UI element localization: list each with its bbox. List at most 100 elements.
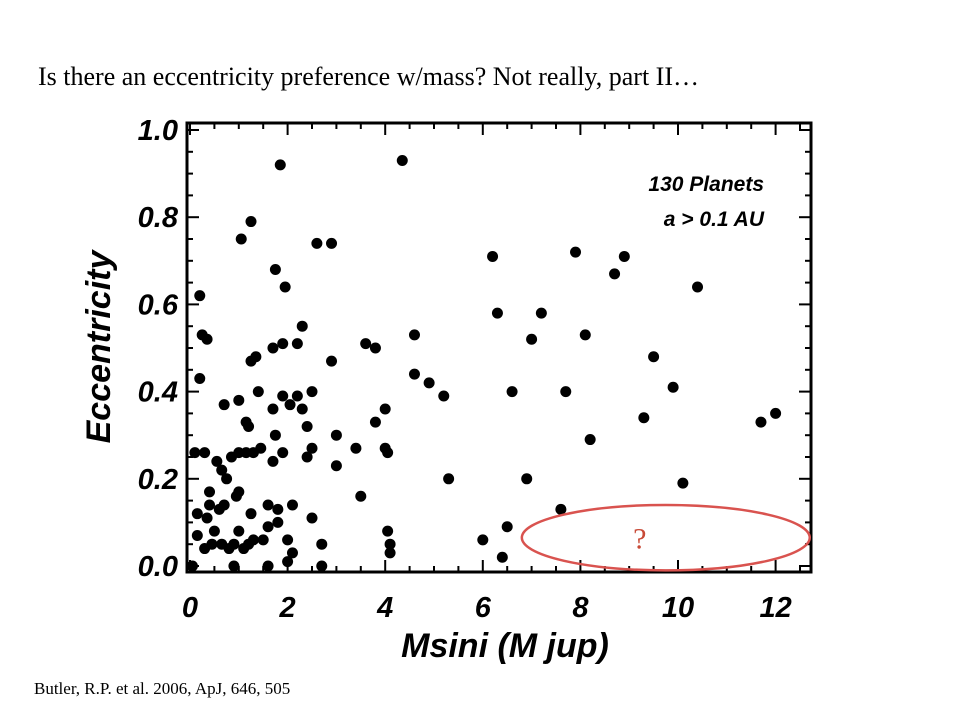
data-point bbox=[267, 342, 279, 354]
y-axis-title: Eccentricity bbox=[80, 249, 118, 444]
data-point bbox=[667, 381, 679, 393]
y-tick-label: 0.2 bbox=[138, 464, 178, 496]
data-point bbox=[296, 403, 308, 415]
data-point bbox=[296, 320, 308, 332]
data-point bbox=[201, 512, 213, 524]
data-point bbox=[269, 429, 281, 441]
data-point bbox=[326, 355, 338, 367]
data-point bbox=[194, 290, 206, 302]
annotation-planet-count: 130 Planets bbox=[648, 173, 764, 196]
x-tick-label: 2 bbox=[279, 592, 296, 624]
y-tick-label: 1.0 bbox=[138, 115, 178, 147]
data-point bbox=[267, 403, 279, 415]
data-point bbox=[584, 434, 596, 446]
data-point bbox=[228, 538, 240, 550]
data-point bbox=[692, 281, 704, 293]
data-point bbox=[382, 525, 394, 537]
data-point bbox=[423, 377, 435, 389]
data-point bbox=[284, 399, 296, 411]
data-point bbox=[269, 264, 281, 276]
data-point bbox=[189, 447, 201, 459]
data-point bbox=[316, 538, 328, 550]
data-point bbox=[262, 521, 274, 533]
data-point bbox=[243, 420, 255, 432]
highlight-ellipse bbox=[520, 503, 812, 572]
data-point bbox=[247, 534, 259, 546]
data-point bbox=[282, 534, 294, 546]
data-point bbox=[496, 551, 508, 563]
data-point bbox=[257, 534, 269, 546]
data-point bbox=[326, 237, 338, 249]
data-point bbox=[262, 560, 274, 572]
data-point bbox=[506, 386, 518, 398]
data-point bbox=[233, 394, 245, 406]
data-point bbox=[245, 508, 257, 520]
data-point bbox=[235, 233, 247, 245]
data-point bbox=[755, 416, 767, 428]
data-point bbox=[379, 403, 391, 415]
data-point bbox=[535, 307, 547, 319]
data-point bbox=[211, 455, 223, 467]
data-point bbox=[204, 486, 216, 498]
data-point bbox=[306, 512, 318, 524]
slide-title: Is there an eccentricity preference w/ma… bbox=[38, 62, 699, 91]
data-point bbox=[291, 390, 303, 402]
data-point bbox=[277, 447, 289, 459]
data-point bbox=[396, 155, 408, 167]
data-point bbox=[316, 560, 328, 572]
data-point bbox=[330, 429, 342, 441]
data-point bbox=[277, 390, 289, 402]
data-point bbox=[560, 386, 572, 398]
data-point bbox=[267, 455, 279, 467]
data-point bbox=[301, 420, 313, 432]
data-point bbox=[521, 473, 533, 485]
data-point bbox=[252, 386, 264, 398]
data-point bbox=[384, 547, 396, 559]
data-point bbox=[282, 556, 294, 568]
data-point bbox=[272, 516, 284, 528]
data-point bbox=[491, 307, 503, 319]
y-tick-label: 0.8 bbox=[138, 202, 179, 234]
x-tick-label: 10 bbox=[662, 592, 694, 624]
data-point bbox=[526, 333, 538, 345]
data-point bbox=[408, 329, 420, 341]
data-point bbox=[770, 407, 782, 419]
data-point bbox=[201, 333, 213, 345]
data-point bbox=[369, 342, 381, 354]
data-point bbox=[501, 521, 513, 533]
data-point bbox=[291, 338, 303, 350]
data-point bbox=[255, 442, 267, 454]
data-point bbox=[579, 329, 591, 341]
data-point bbox=[384, 538, 396, 550]
data-point bbox=[570, 246, 582, 258]
data-point bbox=[233, 486, 245, 498]
data-point bbox=[191, 508, 203, 520]
annotation-semimajor-cut: a > 0.1 AU bbox=[664, 208, 765, 231]
data-point bbox=[355, 490, 367, 502]
data-point bbox=[477, 534, 489, 546]
data-point bbox=[199, 447, 211, 459]
data-point bbox=[555, 503, 567, 515]
data-point bbox=[206, 538, 218, 550]
data-point bbox=[274, 159, 286, 171]
data-point bbox=[250, 351, 262, 363]
data-point bbox=[216, 464, 228, 476]
data-point bbox=[286, 499, 298, 511]
data-point bbox=[221, 473, 233, 485]
data-point bbox=[277, 338, 289, 350]
x-tick-label: 6 bbox=[475, 592, 492, 624]
x-tick-label: 12 bbox=[759, 592, 791, 624]
data-point bbox=[443, 473, 455, 485]
data-point bbox=[382, 447, 394, 459]
data-point bbox=[301, 451, 313, 463]
data-point bbox=[228, 560, 240, 572]
data-point bbox=[191, 529, 203, 541]
data-point bbox=[487, 250, 499, 262]
x-tick-label: 4 bbox=[376, 592, 393, 624]
data-point bbox=[208, 525, 220, 537]
data-point bbox=[408, 368, 420, 380]
data-point bbox=[245, 216, 257, 228]
data-point bbox=[204, 499, 216, 511]
axis-tick-labels: 0 2 4 6 8 10 12 0.0 0.2 0.4 0.6 0.8 1.0 bbox=[138, 115, 792, 624]
